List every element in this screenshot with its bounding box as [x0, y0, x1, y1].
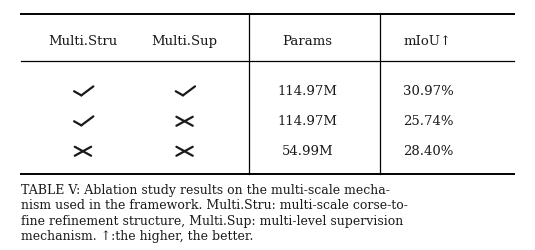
Text: 25.74%: 25.74% — [403, 115, 453, 128]
Text: 28.40%: 28.40% — [403, 145, 453, 158]
Text: mIoU↑: mIoU↑ — [404, 35, 452, 48]
Text: Multi.Sup: Multi.Sup — [151, 35, 218, 48]
Text: Params: Params — [282, 35, 333, 48]
Text: 54.99M: 54.99M — [282, 145, 333, 158]
Text: mechanism. ↑:the higher, the better.: mechanism. ↑:the higher, the better. — [21, 230, 254, 243]
Text: fine refinement structure, Multi.Sup: multi-level supervision: fine refinement structure, Multi.Sup: mu… — [21, 215, 403, 228]
Text: Multi.Stru: Multi.Stru — [48, 35, 118, 48]
Text: nism used in the framework. Multi.Stru: multi-scale corse-to-: nism used in the framework. Multi.Stru: … — [21, 199, 408, 212]
Text: 30.97%: 30.97% — [403, 85, 453, 98]
Text: TABLE V: Ablation study results on the multi-scale mecha-: TABLE V: Ablation study results on the m… — [21, 184, 390, 197]
Text: 114.97M: 114.97M — [278, 115, 338, 128]
Text: 114.97M: 114.97M — [278, 85, 338, 98]
